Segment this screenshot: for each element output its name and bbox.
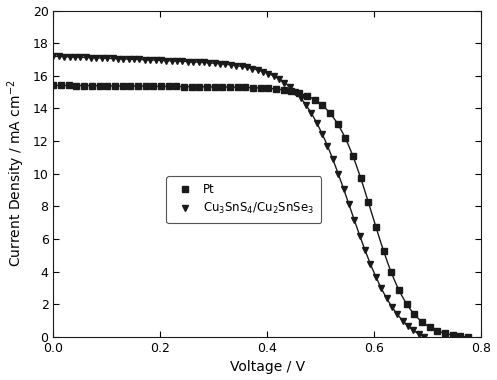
Pt (127, 84, 133, 88)
Pt (96, 84, 102, 88)
Cu$_3$SnS$_4$/Cu$_2$SnSe$_3$ (164, 58, 169, 63)
Legend: Pt, Cu$_3$SnS$_4$/Cu$_2$SnSe$_3$: Pt, Cu$_3$SnS$_4$/Cu$_2$SnSe$_3$ (166, 176, 321, 223)
Cu$_3$SnS$_4$/Cu$_2$SnSe$_3$ (421, 335, 427, 339)
Line: Pt: Pt (51, 82, 471, 340)
Pt (204, 84, 210, 89)
Cu$_3$SnS$_4$/Cu$_2$SnSe$_3$ (51, 54, 57, 59)
Pt (419, 320, 425, 324)
Cu$_3$SnS$_4$/Cu$_2$SnSe$_3$ (254, 68, 260, 72)
Line: Cu$_3$SnS$_4$/Cu$_2$SnSe$_3$: Cu$_3$SnS$_4$/Cu$_2$SnSe$_3$ (51, 54, 427, 340)
Cu$_3$SnS$_4$/Cu$_2$SnSe$_3$ (367, 262, 373, 266)
Cu$_3$SnS$_4$/Cu$_2$SnSe$_3$ (362, 248, 368, 253)
Pt (465, 335, 471, 339)
X-axis label: Voltage / V: Voltage / V (230, 361, 305, 374)
Cu$_3$SnS$_4$/Cu$_2$SnSe$_3$ (137, 57, 143, 62)
Pt (51, 83, 57, 88)
Pt (457, 334, 463, 339)
Y-axis label: Current Density / mA cm$^{-2}$: Current Density / mA cm$^{-2}$ (5, 80, 27, 268)
Pt (150, 84, 156, 89)
Cu$_3$SnS$_4$/Cu$_2$SnSe$_3$ (147, 58, 153, 62)
